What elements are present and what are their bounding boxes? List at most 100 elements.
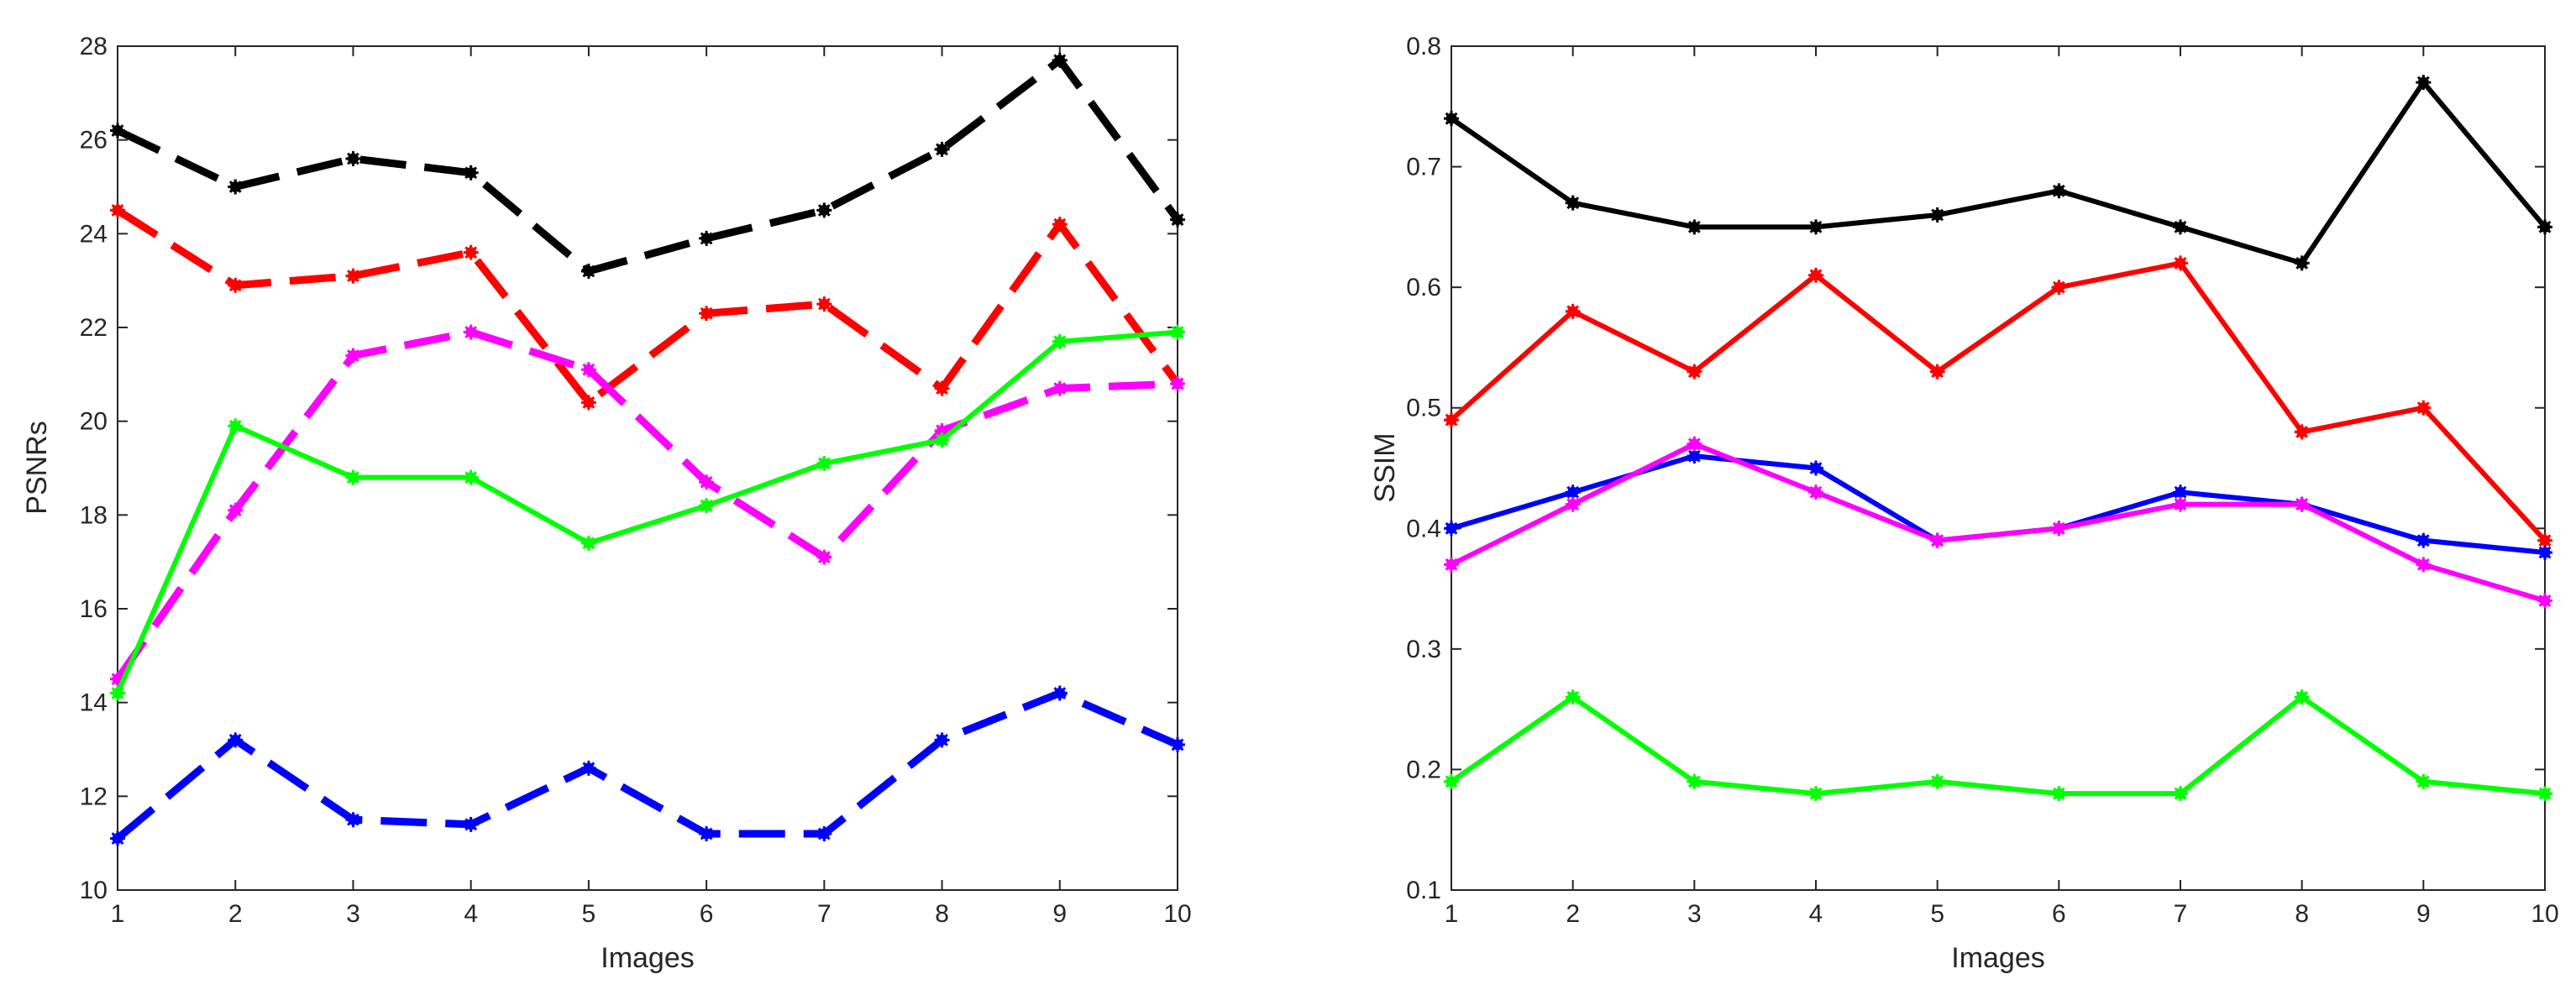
data-point-red (1929, 364, 1945, 380)
series-line-black (1450, 80, 2547, 266)
series-line-magenta (1450, 441, 2546, 604)
plot-area (117, 45, 1178, 891)
y-tick-label: 16 (80, 595, 108, 623)
data-point-magenta (580, 362, 596, 378)
data-point-magenta (2537, 593, 2552, 609)
data-point-green (1052, 333, 1068, 349)
y-tick-label: 12 (80, 783, 108, 810)
x-tick-label: 5 (582, 900, 596, 928)
data-point-black (2416, 75, 2432, 91)
data-point-magenta (1565, 496, 1581, 512)
x-axis-label: Images (601, 942, 695, 974)
data-point-magenta (1687, 436, 1702, 452)
data-point-blue (1687, 448, 1702, 464)
data-point-red (816, 296, 832, 312)
data-point-blue (2416, 532, 2432, 548)
data-point-magenta (1052, 380, 1068, 396)
data-point-blue (1444, 521, 1459, 537)
data-point-red (699, 306, 715, 322)
data-point-red (463, 244, 479, 260)
x-axis-label: Images (1951, 942, 2045, 974)
y-tick-label: 0.3 (1406, 636, 1441, 663)
data-point-red (2537, 532, 2552, 548)
series-group (110, 52, 1185, 846)
data-point-green (110, 685, 125, 701)
data-point-green (1565, 689, 1581, 705)
data-point-red (1687, 364, 1702, 380)
y-axis-label: PSNRs (21, 421, 53, 514)
y-tick-label: 20 (80, 408, 108, 436)
data-point-red (110, 202, 125, 218)
data-point-black (2051, 183, 2067, 199)
x-tick-label: 1 (1445, 900, 1459, 928)
x-tick-labels: 1 2 3 4 5 6 7 8 9 10 (1445, 900, 2559, 928)
data-point-black (934, 141, 950, 157)
x-tick-label: 7 (817, 900, 832, 928)
data-point-red (1565, 303, 1581, 319)
data-point-blue (2173, 484, 2188, 500)
data-point-blue (816, 826, 832, 841)
data-point-black (1170, 212, 1185, 228)
data-point-green (1170, 324, 1185, 340)
data-point-green (934, 432, 950, 448)
data-point-black (2294, 255, 2310, 271)
data-point-black (580, 264, 596, 279)
y-tick-label: 0.5 (1406, 395, 1441, 422)
data-point-green (2051, 786, 2067, 802)
data-point-green (699, 498, 715, 514)
data-point-magenta (1808, 484, 1823, 500)
data-point-green (2173, 786, 2188, 802)
data-point-magenta (1444, 557, 1459, 573)
data-point-blue (345, 812, 361, 828)
data-point-blue (1170, 736, 1185, 752)
x-tick-label: 9 (2416, 900, 2431, 928)
data-point-green (2537, 786, 2552, 802)
x-tick-label: 2 (1566, 900, 1580, 928)
series-line-magenta (114, 328, 1178, 682)
y-tick-label: 24 (80, 220, 108, 248)
x-tick-label: 1 (111, 900, 125, 928)
data-point-magenta (2294, 496, 2310, 512)
y-tick-labels: 0.1 0.2 0.3 0.4 0.5 0.6 0.7 0.8 (1406, 33, 1441, 904)
data-point-green (345, 469, 361, 485)
data-point-green (1929, 773, 1945, 789)
y-axis-label: SSIM (1369, 432, 1401, 502)
data-point-black (2537, 219, 2552, 235)
data-point-magenta (1929, 532, 1945, 548)
y-tick-label: 0.1 (1406, 877, 1441, 904)
x-tick-label: 6 (2052, 900, 2066, 928)
data-point-red (2416, 400, 2432, 416)
data-point-green (2294, 689, 2310, 705)
data-point-green (2416, 773, 2432, 789)
y-tick-label: 0.8 (1406, 33, 1441, 60)
data-point-black (463, 165, 479, 181)
series-line-red (1450, 260, 2547, 542)
data-point-black (1565, 195, 1581, 211)
data-point-black (1808, 219, 1823, 235)
data-point-blue (228, 732, 244, 748)
plot-area (1451, 45, 2546, 891)
data-point-red (1444, 412, 1459, 428)
data-point-blue (580, 760, 596, 776)
x-tick-labels: 1 2 3 4 5 6 7 8 9 10 (111, 900, 1192, 928)
y-tick-label: 0.4 (1406, 515, 1441, 542)
x-tick-label: 8 (2295, 900, 2309, 928)
data-point-green (1687, 773, 1702, 789)
data-point-red (580, 395, 596, 411)
data-point-red (934, 380, 950, 396)
data-point-blue (934, 732, 950, 748)
x-tick-label: 5 (1930, 900, 1944, 928)
y-tick-labels: 10 12 14 16 18 20 22 24 26 28 (80, 33, 108, 904)
x-tick-label: 3 (346, 900, 360, 928)
axis-ticks (1451, 45, 2546, 891)
y-tick-label: 0.6 (1406, 274, 1441, 301)
y-tick-label: 22 (80, 314, 108, 342)
series-line-black (116, 56, 1181, 275)
ssim-chart: 1 2 3 4 5 6 7 8 9 10 0.1 0.2 0.3 0.4 0.5 0.6 0.7 0.8 Ima… (1369, 33, 2559, 974)
data-point-blue (1565, 484, 1581, 500)
data-point-black (110, 123, 125, 139)
data-point-green (463, 469, 479, 485)
x-tick-label: 4 (464, 900, 478, 928)
data-point-black (228, 179, 244, 195)
